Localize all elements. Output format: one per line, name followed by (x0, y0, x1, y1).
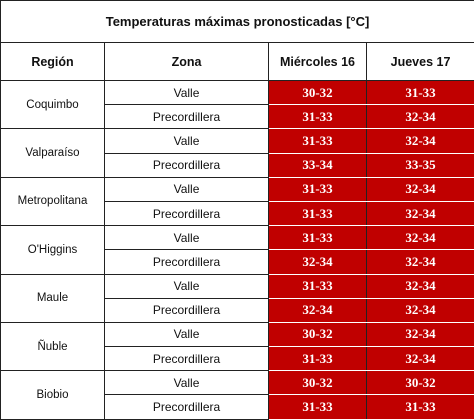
temperature-cell: 33-34 (269, 153, 367, 177)
temperature-cell: 31-33 (269, 177, 367, 201)
column-header: Miércoles 16 (269, 43, 367, 81)
region-cell: Maule (1, 274, 105, 322)
region-cell: O'Higgins (1, 226, 105, 274)
region-cell: Ñuble (1, 322, 105, 370)
zone-cell: Valle (105, 226, 269, 250)
zone-cell: Precordillera (105, 395, 269, 419)
zone-cell: Precordillera (105, 347, 269, 371)
temperature-cell: 32-34 (269, 298, 367, 322)
region-cell: Coquimbo (1, 81, 105, 129)
temperature-cell: 32-34 (269, 250, 367, 274)
temperature-cell: 33-35 (367, 153, 474, 177)
column-header: Jueves 17 (367, 43, 474, 81)
zone-cell: Valle (105, 274, 269, 298)
title-row: Temperaturas máximas pronosticadas [°C] (1, 1, 474, 43)
region-cell: Biobio (1, 371, 105, 419)
temperature-cell: 32-34 (367, 274, 474, 298)
zone-cell: Valle (105, 81, 269, 105)
zone-cell: Valle (105, 371, 269, 395)
temperature-cell: 31-33 (269, 226, 367, 250)
table-title: Temperaturas máximas pronosticadas [°C] (1, 1, 474, 43)
temperature-cell: 32-34 (367, 322, 474, 346)
zone-cell: Precordillera (105, 153, 269, 177)
zone-cell: Precordillera (105, 250, 269, 274)
temperature-cell: 32-34 (367, 347, 474, 371)
zone-cell: Valle (105, 177, 269, 201)
column-header: Zona (105, 43, 269, 81)
temperature-cell: 30-32 (269, 371, 367, 395)
zone-cell: Precordillera (105, 298, 269, 322)
temperature-cell: 32-34 (367, 177, 474, 201)
temperature-cell: 31-33 (269, 201, 367, 225)
temperature-cell: 31-33 (367, 81, 474, 105)
region-cell: Valparaíso (1, 129, 105, 177)
temperature-cell: 31-33 (269, 395, 367, 419)
zone-cell: Precordillera (105, 105, 269, 129)
temperature-cell: 32-34 (367, 250, 474, 274)
temperature-cell: 30-32 (269, 81, 367, 105)
temperature-cell: 31-33 (269, 347, 367, 371)
temperature-cell: 32-34 (367, 226, 474, 250)
temperature-cell: 31-33 (269, 105, 367, 129)
region-cell: Metropolitana (1, 177, 105, 225)
column-header: Región (1, 43, 105, 81)
temperature-cell: 30-32 (269, 322, 367, 346)
temperature-cell: 32-34 (367, 298, 474, 322)
temperature-cell: 31-33 (269, 274, 367, 298)
temperature-cell: 30-32 (367, 371, 474, 395)
zone-cell: Precordillera (105, 201, 269, 225)
temperature-cell: 32-34 (367, 129, 474, 153)
temperature-cell: 32-34 (367, 105, 474, 129)
temperature-cell: 31-33 (367, 395, 474, 419)
zone-cell: Valle (105, 322, 269, 346)
temperature-cell: 32-34 (367, 201, 474, 225)
temperature-cell: 31-33 (269, 129, 367, 153)
zone-cell: Valle (105, 129, 269, 153)
